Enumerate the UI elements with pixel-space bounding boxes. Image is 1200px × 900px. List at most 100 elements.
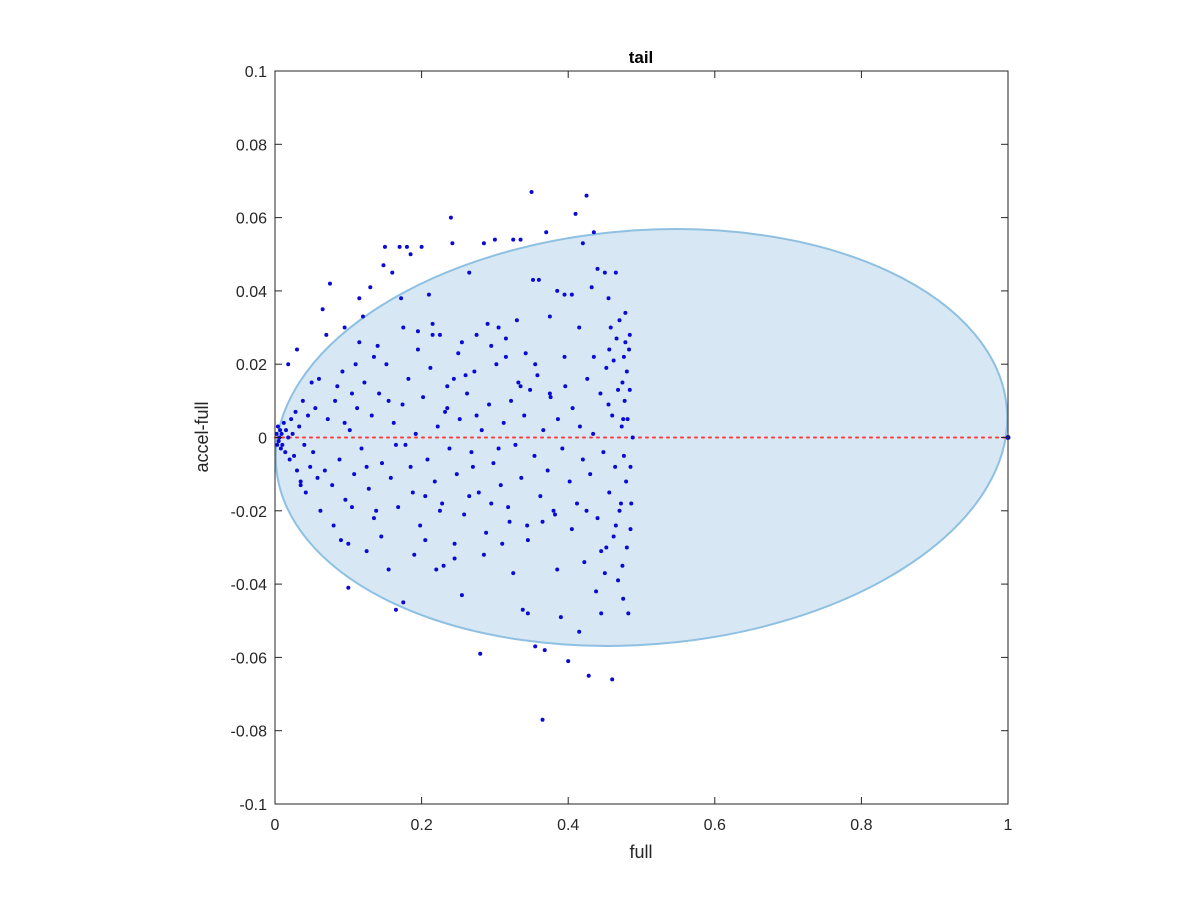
data-point <box>618 501 623 506</box>
data-point <box>599 549 604 554</box>
data-point <box>566 659 571 664</box>
data-point <box>545 468 550 473</box>
data-point <box>627 387 632 392</box>
data-point <box>369 413 374 418</box>
data-point <box>613 270 618 275</box>
data-point <box>567 479 572 484</box>
data-point <box>278 446 283 451</box>
data-point <box>445 384 450 389</box>
data-point <box>617 508 622 513</box>
data-point <box>491 461 496 466</box>
data-point <box>542 648 547 653</box>
data-point <box>313 406 318 411</box>
x-tick-label: 0.2 <box>410 817 432 834</box>
data-point <box>500 541 505 546</box>
data-point <box>403 442 408 447</box>
data-point <box>410 490 415 495</box>
data-point <box>451 376 456 381</box>
data-point <box>297 424 302 429</box>
data-point <box>400 402 405 407</box>
data-point <box>496 325 501 330</box>
data-point <box>613 464 618 469</box>
data-point <box>522 413 527 418</box>
data-point <box>608 325 613 330</box>
data-point <box>619 424 624 429</box>
data-point <box>349 505 354 510</box>
data-point <box>607 490 612 495</box>
data-point <box>547 314 552 319</box>
data-point <box>430 332 435 337</box>
data-point <box>283 428 288 433</box>
data-point <box>452 556 457 561</box>
data-point <box>481 552 486 557</box>
y-axis-title: accel-full <box>192 401 212 472</box>
data-point <box>278 428 283 433</box>
data-point <box>384 362 389 367</box>
data-point <box>621 417 626 422</box>
x-tick-label: 0.8 <box>850 817 872 834</box>
data-point <box>606 296 611 301</box>
data-point <box>349 391 354 396</box>
data-point <box>476 490 481 495</box>
data-point <box>573 211 578 216</box>
data-point <box>396 505 401 510</box>
data-point <box>560 446 565 451</box>
data-point <box>623 340 628 345</box>
data-point <box>374 508 379 513</box>
data-point <box>459 593 464 598</box>
data-point <box>606 402 611 407</box>
data-point <box>463 373 468 378</box>
data-point <box>289 417 294 422</box>
data-point <box>375 343 380 348</box>
data-point <box>302 442 307 447</box>
data-point <box>419 244 424 249</box>
data-point <box>393 442 398 447</box>
data-point <box>536 277 541 282</box>
data-point <box>415 329 420 334</box>
data-point <box>589 285 594 290</box>
data-point <box>624 369 629 374</box>
data-point <box>401 600 406 605</box>
y-tick-label: -0.02 <box>231 504 268 521</box>
data-point <box>355 406 360 411</box>
data-point <box>357 340 362 345</box>
data-point <box>462 512 467 517</box>
data-point <box>569 527 574 532</box>
data-point <box>513 442 518 447</box>
data-point <box>599 611 604 616</box>
data-point <box>457 417 462 422</box>
data-point <box>547 391 552 396</box>
data-point <box>611 534 616 539</box>
data-point <box>595 266 600 271</box>
data-point <box>514 318 519 323</box>
data-point <box>506 505 511 510</box>
data-point <box>628 527 633 532</box>
data-point <box>525 611 530 616</box>
data-point <box>540 519 545 524</box>
data-point <box>388 475 393 480</box>
data-point <box>509 398 514 403</box>
data-point <box>428 365 433 370</box>
data-point <box>377 391 382 396</box>
data-point <box>621 596 626 601</box>
data-point <box>432 479 437 484</box>
data-point <box>293 409 298 414</box>
data-point <box>630 435 635 440</box>
data-point <box>516 380 521 385</box>
data-point <box>487 402 492 407</box>
data-point <box>426 292 431 297</box>
data-point <box>577 629 582 634</box>
data-point <box>342 325 347 330</box>
data-point <box>511 237 516 242</box>
data-point <box>531 277 536 282</box>
data-point <box>382 244 387 249</box>
data-point <box>434 567 439 572</box>
data-point <box>452 541 457 546</box>
data-point <box>393 607 398 612</box>
x-tick-label: 0 <box>271 817 280 834</box>
x-tick-label: 1 <box>1004 817 1013 834</box>
data-point <box>503 336 508 341</box>
data-point <box>518 384 523 389</box>
data-point <box>492 237 497 242</box>
data-point <box>425 457 430 462</box>
